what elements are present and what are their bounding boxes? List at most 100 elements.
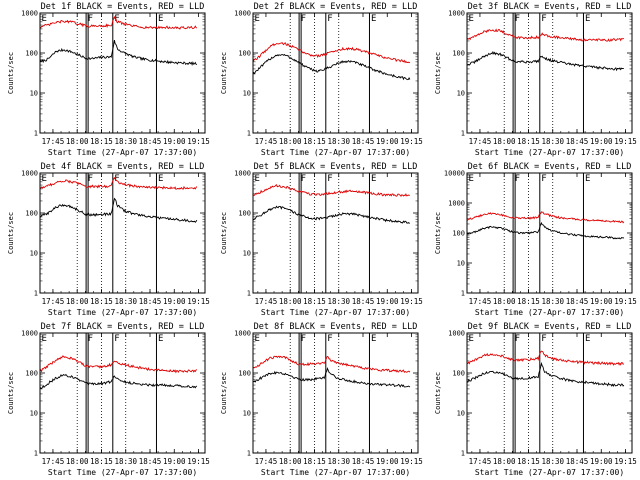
y-tick-label: 1: [461, 450, 465, 458]
x-tick-label: 18:45: [352, 137, 375, 146]
chart-panel-4: Det 4f BLACK = Events, RED = LLD Counts/s…: [7, 162, 210, 317]
y-tick-label: 1000: [448, 10, 465, 18]
lld-series-line: [39, 355, 198, 374]
chart-panel-1: Det 1f BLACK = Events, RED = LLD Counts/s…: [7, 2, 210, 157]
state-marker-label: F: [515, 14, 520, 24]
events-series-line: [466, 221, 625, 240]
state-marker-label: E: [371, 174, 376, 184]
x-axis-label: Start Time (27-Apr-07 17:37:00): [261, 468, 410, 477]
y-tick-label: 1000: [234, 170, 251, 178]
chart-panel-9: Det 9f BLACK = Events, RED = LLD Counts/s…: [434, 322, 637, 477]
x-tick-label: 18:00: [279, 137, 302, 146]
y-tick-label: 1000: [448, 200, 465, 208]
y-tick-label: 100: [452, 370, 465, 378]
lld-series-line: [252, 355, 411, 373]
x-tick-label: 19:00: [376, 137, 399, 146]
x-axis-label: Start Time (27-Apr-07 17:37:00): [261, 308, 410, 317]
state-marker-label: E: [469, 174, 474, 184]
x-tick-label: 17:45: [42, 297, 65, 306]
y-tick-label: 100: [25, 210, 38, 218]
y-tick-label: 1: [247, 450, 251, 458]
state-marker-label: E: [158, 14, 163, 24]
state-marker-label: F: [515, 334, 520, 344]
y-tick-label: 1: [34, 290, 38, 298]
state-marker-label: F: [88, 14, 93, 24]
state-marker-label: E: [42, 334, 47, 344]
x-axis-label: Start Time (27-Apr-07 17:37:00): [475, 148, 624, 157]
x-tick-label: 18:45: [139, 137, 162, 146]
x-axis-label: Start Time (27-Apr-07 17:37:00): [48, 148, 197, 157]
plot-frame: [252, 172, 419, 294]
chart-title: Det 3f BLACK = Events, RED = LLD: [468, 2, 632, 12]
x-tick-label: 17:45: [42, 137, 65, 146]
x-tick-label: 19:00: [163, 457, 186, 466]
y-axis-label: Counts/sec: [220, 372, 228, 414]
x-tick-label: 18:15: [90, 137, 113, 146]
x-tick-label: 18:45: [352, 457, 375, 466]
y-axis-label: Counts/sec: [7, 372, 15, 414]
x-tick-label: 19:00: [590, 297, 613, 306]
state-marker-label: F: [114, 14, 119, 24]
x-tick-label: 18:00: [279, 457, 302, 466]
x-tick-label: 18:30: [541, 137, 564, 146]
x-tick-label: 19:00: [163, 297, 186, 306]
chart-panel-2: Det 2f BLACK = Events, RED = LLD Counts/s…: [220, 2, 423, 157]
y-axis-label: Counts/sec: [434, 212, 442, 254]
x-tick-label: 18:30: [541, 297, 564, 306]
events-series-line: [39, 197, 198, 224]
y-tick-label: 1: [461, 130, 465, 138]
x-tick-label: 19:15: [400, 457, 423, 466]
state-marker-label: F: [88, 334, 93, 344]
y-tick-label: 1000: [21, 10, 38, 18]
state-marker-label: F: [301, 174, 306, 184]
chart-panel-3: Det 3f BLACK = Events, RED = LLD Counts/s…: [434, 2, 637, 157]
x-tick-label: 18:30: [327, 297, 350, 306]
x-tick-label: 18:00: [493, 137, 516, 146]
x-tick-label: 19:15: [187, 297, 210, 306]
y-tick-label: 10: [243, 410, 251, 418]
state-marker-label: E: [585, 334, 590, 344]
x-tick-label: 17:45: [469, 457, 492, 466]
y-tick-label: 10: [30, 250, 38, 258]
x-tick-label: 18:15: [303, 457, 326, 466]
y-tick-label: 100: [25, 50, 38, 58]
chart-title: Det 2f BLACK = Events, RED = LLD: [254, 2, 418, 12]
x-tick-label: 17:45: [255, 457, 278, 466]
plot-frame: [39, 172, 206, 294]
x-tick-label: 18:30: [114, 457, 137, 466]
x-axis-label: Start Time (27-Apr-07 17:37:00): [48, 468, 197, 477]
lld-series-line: [466, 350, 625, 366]
y-tick-label: 10: [457, 410, 465, 418]
x-tick-label: 19:15: [614, 137, 637, 146]
x-tick-label: 19:15: [400, 137, 423, 146]
chart-title: Det 7f BLACK = Events, RED = LLD: [41, 322, 205, 332]
y-axis-label: Counts/sec: [7, 212, 15, 254]
x-tick-label: 18:45: [566, 297, 589, 306]
y-tick-label: 1000: [234, 330, 251, 338]
x-tick-label: 18:30: [541, 457, 564, 466]
state-marker-label: F: [327, 174, 332, 184]
chart-panel-6: Det 6f BLACK = Events, RED = LLD Counts/s…: [434, 162, 637, 317]
events-series-line: [39, 374, 198, 390]
x-tick-label: 18:15: [517, 457, 540, 466]
state-marker-label: F: [327, 334, 332, 344]
x-tick-label: 19:00: [590, 457, 613, 466]
y-tick-label: 1: [34, 450, 38, 458]
x-axis-label: Start Time (27-Apr-07 17:37:00): [475, 468, 624, 477]
chart-title: Det 9f BLACK = Events, RED = LLD: [468, 322, 632, 332]
x-tick-label: 17:45: [469, 297, 492, 306]
lld-series-line: [466, 28, 625, 42]
plot-frame: [252, 12, 419, 134]
x-tick-label: 18:15: [90, 457, 113, 466]
state-marker-label: E: [585, 14, 590, 24]
y-tick-label: 1: [247, 290, 251, 298]
state-marker-label: F: [541, 174, 546, 184]
x-tick-label: 18:30: [327, 457, 350, 466]
x-tick-label: 18:45: [352, 297, 375, 306]
y-tick-label: 10: [30, 90, 38, 98]
x-tick-label: 18:15: [517, 297, 540, 306]
lld-series-line: [39, 15, 198, 30]
y-axis-label: Counts/sec: [434, 52, 442, 94]
y-tick-label: 1000: [448, 330, 465, 338]
y-tick-label: 10: [457, 260, 465, 268]
